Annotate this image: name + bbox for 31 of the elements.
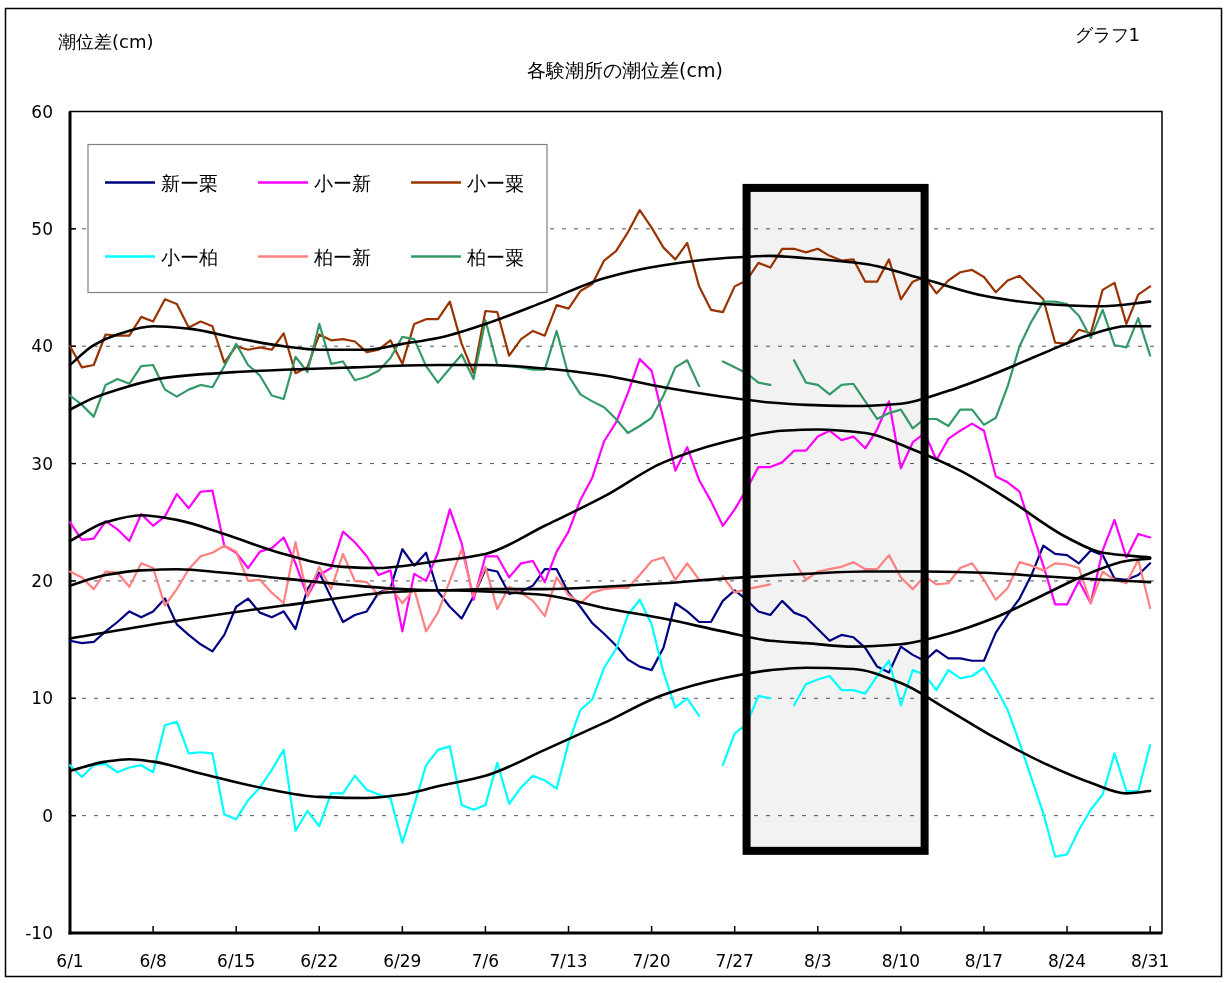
x-tick-label: 8/3 xyxy=(804,951,832,971)
legend-label: 小ー柏 xyxy=(161,245,218,268)
x-tick-label: 6/8 xyxy=(139,951,167,971)
x-tick-label: 7/6 xyxy=(471,951,500,971)
legend-label: 小ー粟 xyxy=(467,171,524,194)
x-tick-label: 6/29 xyxy=(383,951,422,971)
x-tick-label: 7/13 xyxy=(549,951,588,971)
x-tick-label: 7/20 xyxy=(632,951,671,971)
y-tick-label: 10 xyxy=(31,688,53,709)
y-tick-label: 40 xyxy=(31,336,53,357)
x-tick-label: 8/24 xyxy=(1047,951,1087,971)
x-tick-label: 8/10 xyxy=(881,951,920,971)
y-tick-label: 50 xyxy=(31,218,53,239)
legend-label: 新ー栗 xyxy=(161,171,218,194)
y-tick-label: 0 xyxy=(42,805,53,826)
x-tick-label: 6/15 xyxy=(217,951,256,971)
legend-label: 柏ー新 xyxy=(314,245,371,268)
annotation: グラフ1 xyxy=(1074,23,1140,45)
x-tick-label: 6/22 xyxy=(300,951,339,971)
legend-label: 小ー新 xyxy=(314,171,371,194)
y-tick-label: 20 xyxy=(31,570,53,591)
title: 各験潮所の潮位差(cm) xyxy=(527,59,723,81)
x-tick-label: 8/17 xyxy=(964,951,1004,971)
x-tick-label: 7/27 xyxy=(715,951,754,971)
ylabel: 潮位差(cm) xyxy=(58,30,154,52)
y-tick-label: -10 xyxy=(25,923,53,943)
x-tick-label: 6/1 xyxy=(56,951,84,971)
x-tick-label: 8/31 xyxy=(1131,951,1170,971)
legend-label: 柏ー粟 xyxy=(467,245,524,268)
y-tick-label: 60 xyxy=(31,101,53,122)
y-tick-label: 30 xyxy=(31,453,53,474)
